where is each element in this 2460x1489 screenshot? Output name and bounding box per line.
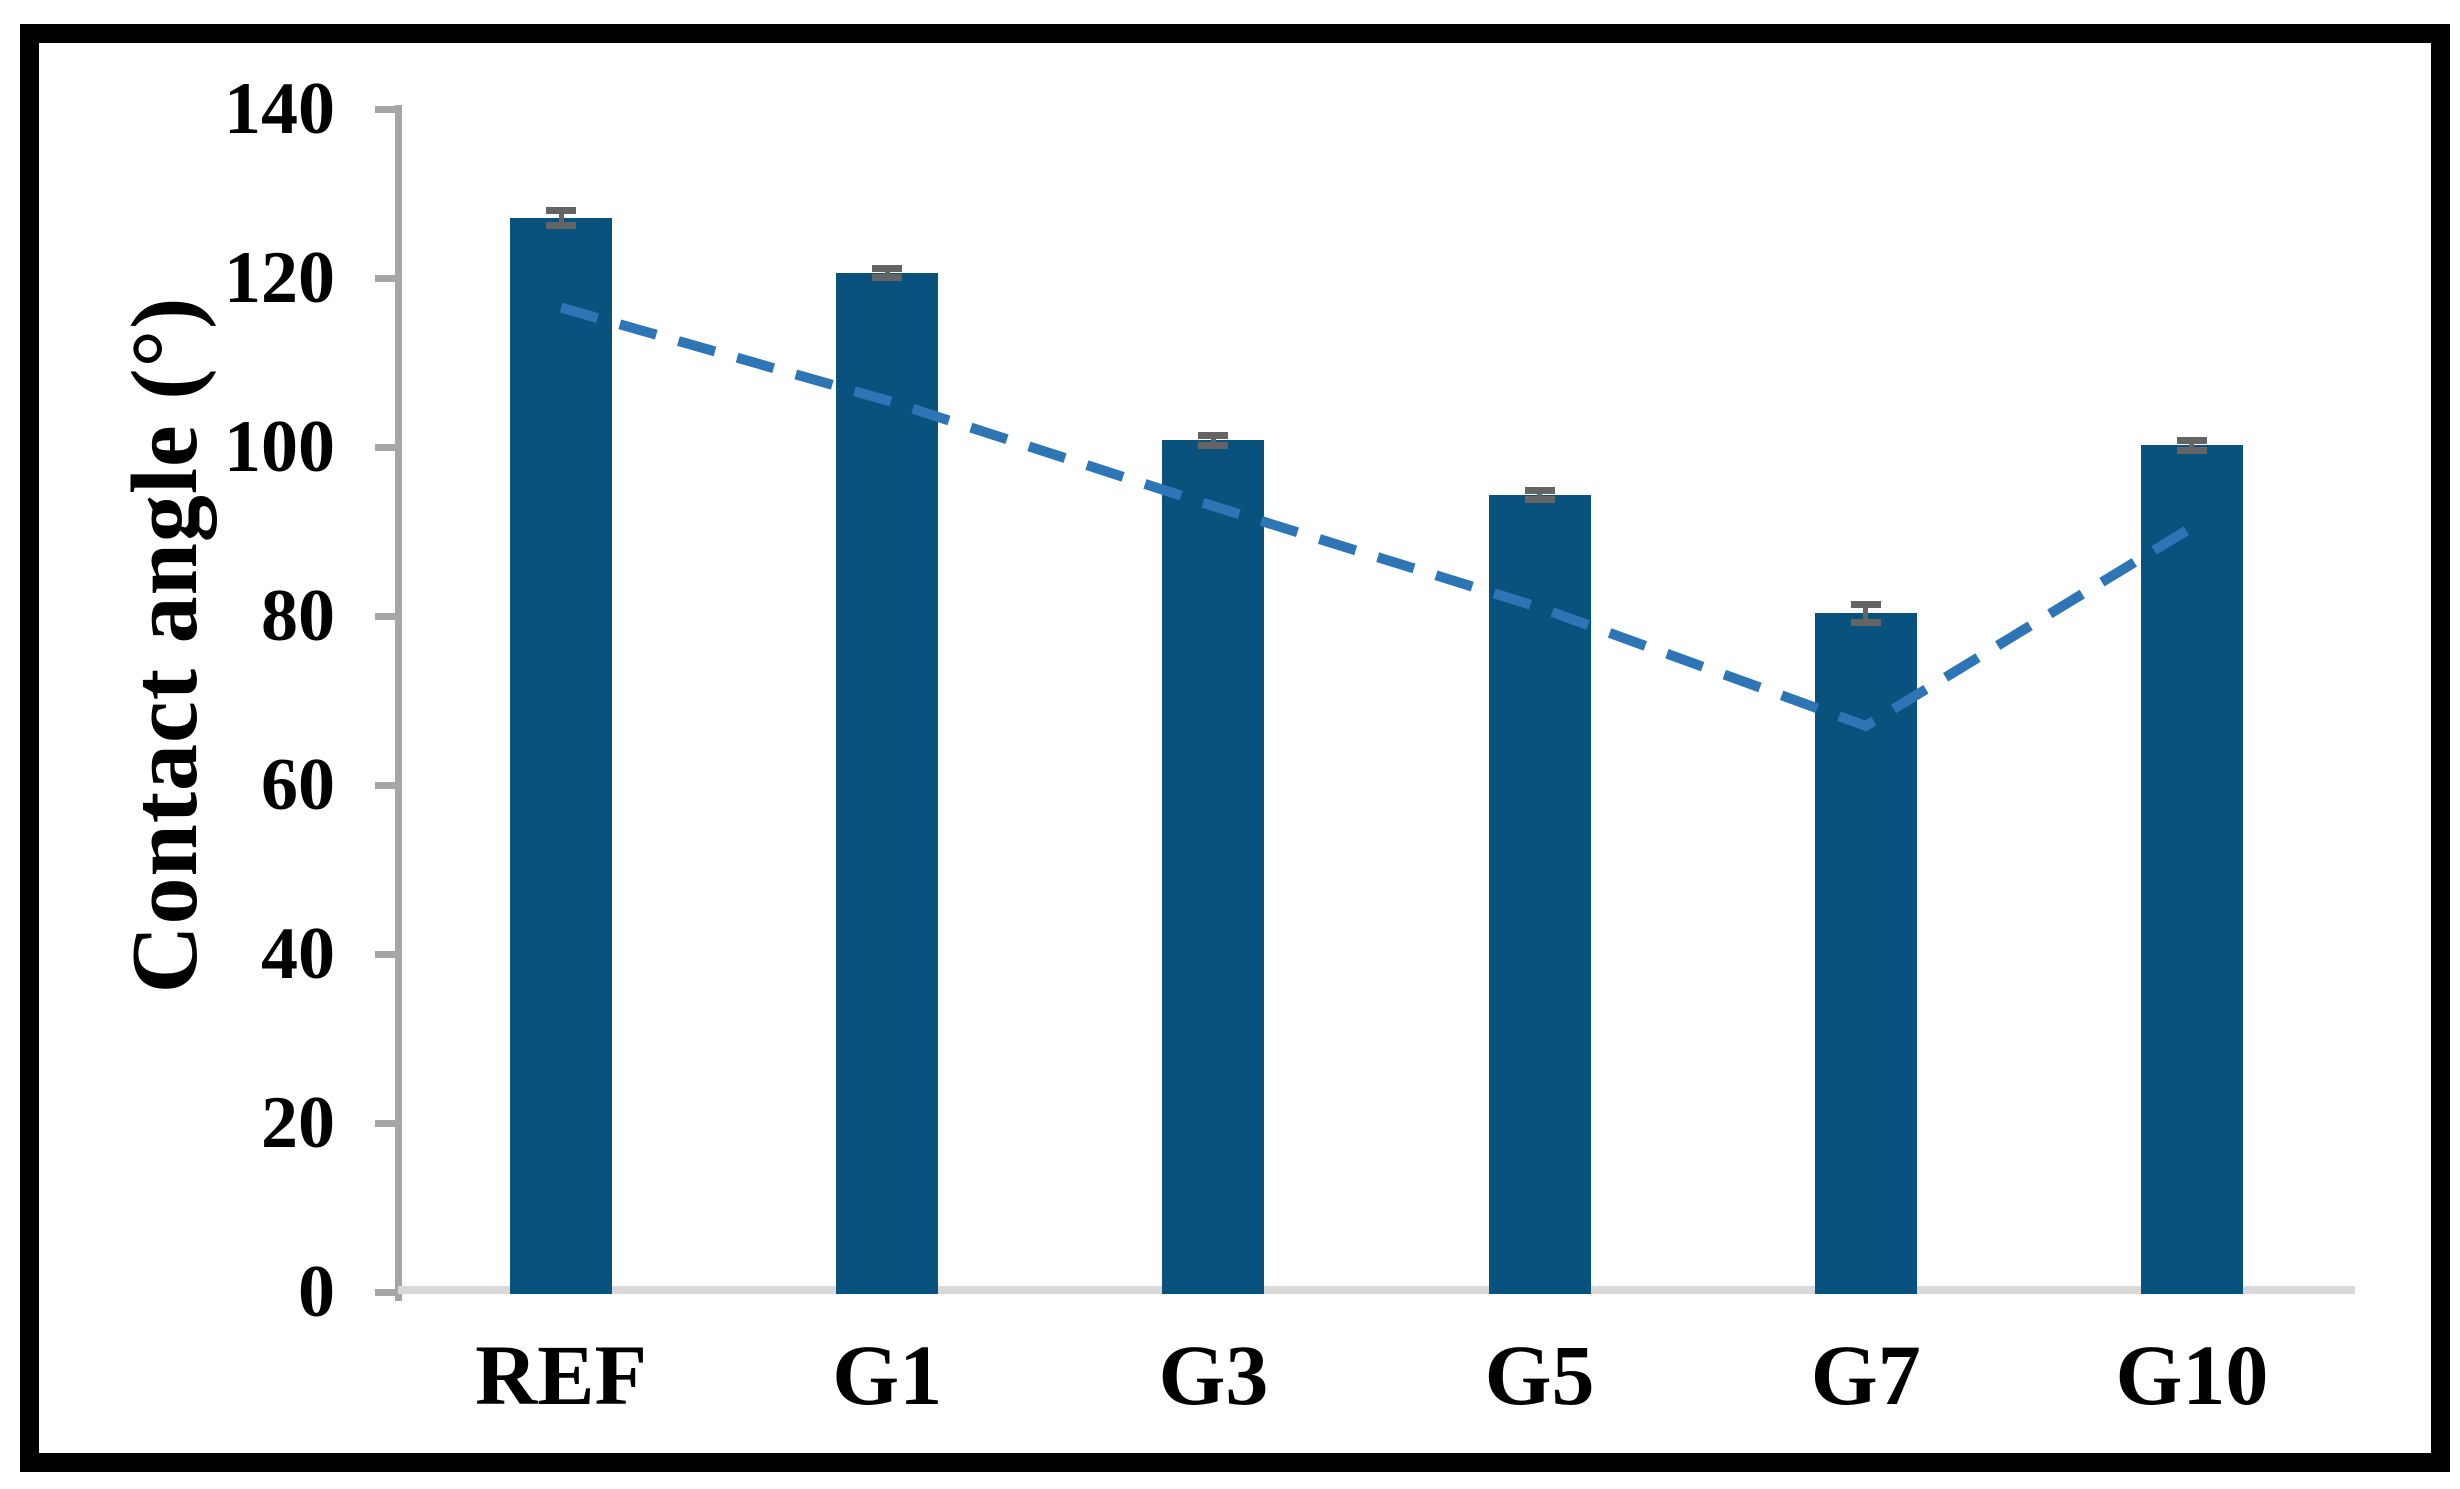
y-tick-mark [375,781,398,789]
error-bar-cap-bottom [546,222,577,230]
x-category-label: G7 [1810,1327,1921,1423]
bar-G1 [836,272,939,1294]
error-bar-cap-top [2176,436,2207,444]
x-category-label: G10 [2115,1327,2269,1423]
error-bar-cap-bottom [1524,495,1555,503]
error-bar-cap-bottom [2176,446,2207,454]
y-tick-label: 140 [224,68,335,150]
y-tick-mark [375,1288,398,1296]
x-category-label: REF [475,1327,648,1423]
bar-REF [510,218,613,1294]
y-tick-label: 60 [261,744,335,826]
x-category-label: G1 [832,1327,943,1423]
x-category-label: G5 [1484,1327,1595,1423]
error-bar-cap-top [1198,431,1229,439]
bar-G7 [1814,613,1917,1294]
figure-border [20,24,2450,1472]
y-tick-label: 80 [261,575,335,657]
y-tick-mark [375,612,398,620]
bar-G3 [1162,440,1265,1294]
y-tick-label: 120 [224,237,335,319]
y-tick-label: 40 [261,913,335,995]
y-tick-mark [375,443,398,451]
bar-G5 [1488,495,1591,1294]
y-tick-label: 0 [298,1251,335,1333]
error-bar-stem [884,268,890,278]
error-bar-cap-bottom [1198,441,1229,449]
y-tick-mark [375,274,398,282]
error-bar-cap-bottom [872,273,903,281]
x-category-label: G3 [1158,1327,1269,1423]
error-bar-cap-top [546,206,577,214]
error-bar-stem [558,210,564,226]
y-tick-mark [375,105,398,113]
bar-G10 [2140,445,2243,1294]
y-tick-label: 100 [224,406,335,488]
error-bar-cap-top [1524,487,1555,495]
error-bar-cap-top [1850,600,1881,608]
y-tick-mark [375,950,398,958]
y-tick-mark [375,1119,398,1127]
x-axis-baseline [398,1286,2355,1294]
y-tick-label: 20 [261,1082,335,1164]
error-bar-cap-top [872,265,903,273]
y-axis-line [395,105,402,1301]
error-bar-cap-bottom [1850,619,1881,627]
